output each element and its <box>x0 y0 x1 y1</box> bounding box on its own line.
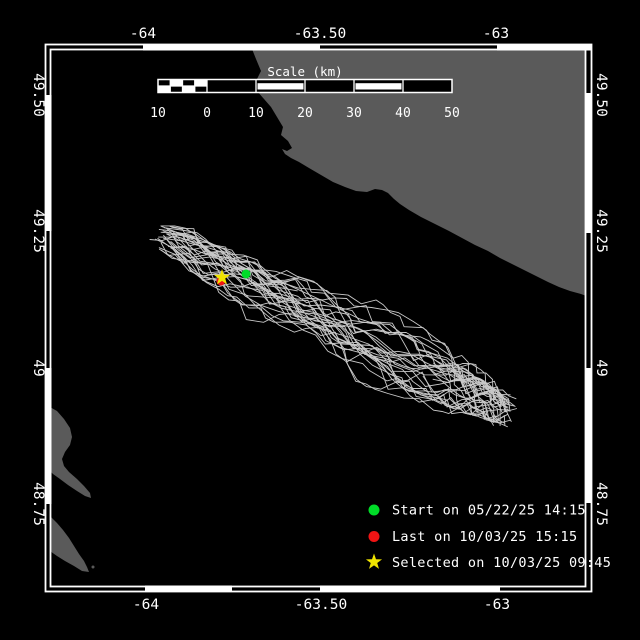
start-legend-marker <box>368 504 380 516</box>
scale-bar-dividers <box>158 79 404 93</box>
track-path <box>165 238 286 285</box>
track-path <box>158 236 271 295</box>
track-path <box>170 246 510 414</box>
latitude-labels-left: 49.50 49.25 49 48.75 <box>30 73 46 526</box>
bottom-axis-label: -63.50 <box>295 597 347 613</box>
map-frame-inner <box>49 48 587 588</box>
track-path <box>440 367 512 422</box>
legend-item-start[interactable]: Start on 05/22/25 14:15 <box>368 503 586 519</box>
right-axis-label: 49 <box>593 359 609 376</box>
scale-tick: 0 <box>203 106 211 121</box>
legend: Start on 05/22/25 14:15 Last on 10/03/25… <box>365 503 611 572</box>
right-axis-label: 49.25 <box>593 209 609 253</box>
scale-bar: Scale (km) 10 0 10 20 30 <box>150 64 460 121</box>
scale-bar-fill-30-40 <box>355 83 402 90</box>
legend-item-label: Selected on 10/03/25 09:45 <box>392 555 611 571</box>
track-path <box>447 373 511 412</box>
top-axis-label: -64 <box>130 26 156 42</box>
scale-bar-checker <box>158 79 207 93</box>
track-path <box>167 233 510 402</box>
track-path <box>434 369 510 411</box>
left-axis-label: 48.75 <box>30 482 46 526</box>
left-axis-label: 49.50 <box>30 73 46 117</box>
track-path <box>160 231 298 292</box>
land-layer <box>51 50 585 572</box>
scale-tick: 10 <box>248 106 264 121</box>
top-axis-label: -63.50 <box>294 26 346 42</box>
scale-tick: 20 <box>297 106 313 121</box>
track-path <box>171 246 510 404</box>
top-axis-label: -63 <box>483 26 509 42</box>
longitude-labels-bottom: -64 -63.50 -63 <box>133 597 510 613</box>
track-path <box>432 378 508 428</box>
scale-bar-tick-labels: 10 0 10 20 30 40 50 <box>150 106 460 121</box>
bottom-axis-label: -64 <box>133 597 159 613</box>
latitude-labels-right: 49.50 49.25 49 48.75 <box>593 73 609 526</box>
track-path <box>170 229 288 286</box>
right-axis-label: 49.50 <box>593 73 609 117</box>
land-islet <box>91 565 95 569</box>
track-path <box>161 249 503 397</box>
track-path <box>422 375 506 426</box>
bottom-axis-label: -63 <box>484 597 510 613</box>
track-path <box>432 362 518 413</box>
track-path <box>161 225 509 408</box>
map-frame-outer <box>44 43 593 593</box>
legend-item-label: Last on 10/03/25 15:15 <box>392 529 577 545</box>
land-anticosti-island <box>252 50 585 296</box>
scale-tick: 10 <box>150 106 166 121</box>
legend-item-label: Start on 05/22/25 14:15 <box>392 503 586 519</box>
left-axis-label: 49 <box>30 359 46 376</box>
land-coast-west-upper <box>51 407 91 498</box>
scale-bar-title: Scale (km) <box>267 64 342 79</box>
marker-layer <box>213 269 251 286</box>
scale-bar-fill-10-20 <box>257 83 304 90</box>
map-frame-band <box>45 44 592 592</box>
legend-item-selected[interactable]: Selected on 10/03/25 09:45 <box>365 553 611 572</box>
start-position-marker[interactable] <box>241 269 251 279</box>
scale-tick: 30 <box>346 106 362 121</box>
longitude-labels-top: -64 -63.50 -63 <box>130 26 509 42</box>
scale-tick: 50 <box>444 106 460 121</box>
track-path <box>173 232 500 421</box>
last-legend-marker <box>368 531 380 542</box>
left-axis-label: 49.25 <box>30 209 46 253</box>
scale-tick: 40 <box>395 106 411 121</box>
track-path <box>166 233 516 407</box>
right-axis-label: 48.75 <box>593 482 609 526</box>
land-coast-west-lower <box>51 517 89 572</box>
legend-item-last[interactable]: Last on 10/03/25 15:15 <box>368 529 578 545</box>
